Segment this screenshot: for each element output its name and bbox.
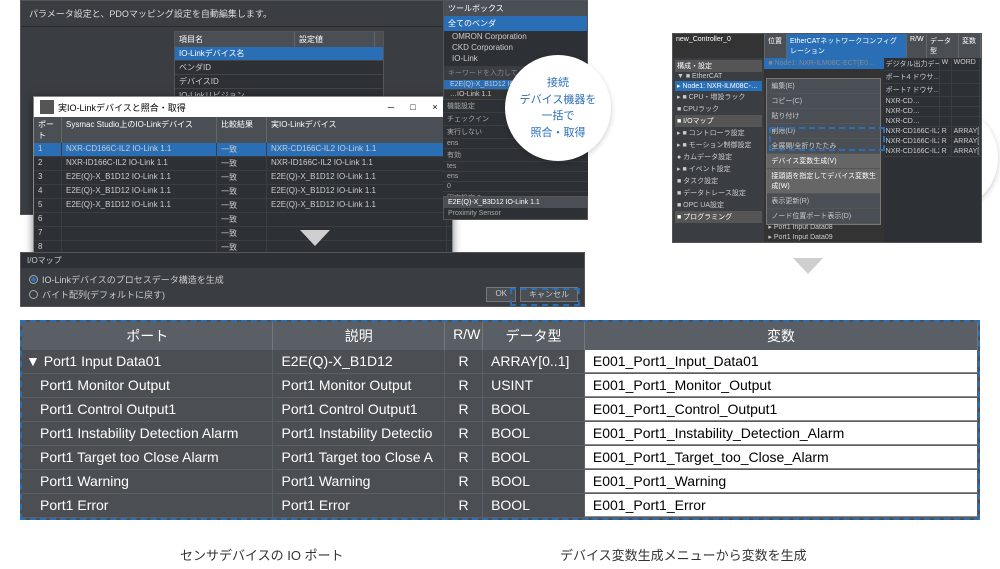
menu-item[interactable]: 編集(E) (767, 79, 880, 94)
settings-row[interactable]: ベンダID (175, 61, 383, 75)
ok-button[interactable]: OK (486, 287, 516, 302)
tree-node[interactable]: ▸ ■ モーション制御設定 (675, 139, 762, 151)
port-label[interactable]: ▸ Port1 Input Data10 (766, 242, 881, 243)
arrow-down-icon (793, 258, 823, 274)
col-value: 設定値 (295, 32, 375, 47)
device-row[interactable]: 1NXR-CD166C-IL2 IO-Link 1.1一致NXR-CD166C-… (34, 143, 452, 157)
controller-combo[interactable]: new_Controller_0 (673, 34, 765, 58)
table-row[interactable]: Port1 ErrorPort1 ErrorRBOOLE001_Port1_Er… (22, 494, 978, 518)
settings-row[interactable]: デバイスID (175, 75, 383, 89)
vendor-item[interactable]: CKD Corporation (444, 42, 587, 53)
port-label[interactable]: ▸ Port1 Input Data08 (766, 222, 881, 232)
tree-node[interactable]: ▸ ■ コントローラ設定 (675, 127, 762, 139)
caption-left: センサデバイスの IO ポート (180, 545, 344, 564)
io-port-table: ポート 説明 R/W データ型 変数 ▼ Port1 Input Data01E… (20, 320, 980, 520)
caption-right: デバイス変数生成メニューから変数を生成 (560, 545, 807, 564)
menu-item[interactable]: コピー(C) (767, 94, 880, 109)
dialog-grid-header: ポート Sysmac Studio上のIO-Linkデバイス 比較結果 実IO-… (34, 117, 452, 143)
tree-node[interactable]: ● カムデータ設定 (675, 151, 762, 163)
table-row[interactable]: Port1 Target too Close AlarmPort1 Target… (22, 446, 978, 470)
dialog-title: 実IO-Linkデバイスと照合・取得 (58, 101, 186, 114)
table-row[interactable]: Port1 WarningPort1 WarningRBOOLE001_Port… (22, 470, 978, 494)
data-type-column: デジタル出力データWWORDポート4 ドウサ…ポート7 ドウサ…NXR-CD…N… (884, 58, 981, 243)
radio-bytearray[interactable] (29, 290, 38, 299)
item-settings-table: 項目名 設定値 IO-Linkデバイス名ベンダIDデバイスIDIO-Linkリビ… (174, 31, 384, 104)
data-row: NXR-CD166C-IL2RARRAY[0..1]… (884, 147, 981, 157)
tree-node[interactable]: ■ プログラミング (675, 211, 762, 223)
side-item: 0 (443, 182, 588, 192)
menu-item[interactable]: 削除(D) (767, 124, 880, 139)
vendors-header[interactable]: 全てのベンダ (444, 16, 587, 31)
side-item: tes (443, 162, 588, 172)
iomap-title: I/Oマップ (21, 253, 584, 268)
device-row[interactable]: 4E2E(Q)-X_B1D12 IO-Link 1.1一致E2E(Q)-X_B1… (34, 185, 452, 199)
tree-node[interactable]: ■ OPC UA設定 (675, 199, 762, 211)
dialog-titlebar: 実IO-Linkデバイスと照合・取得 ─ □ × (34, 97, 452, 117)
side-item: ens (443, 172, 588, 182)
tree-node[interactable]: ■ CPUラック (675, 103, 762, 115)
tree-node[interactable]: ■ データトレース設定 (675, 187, 762, 199)
toolbox-title: ツールボックス (444, 1, 587, 16)
menu-item[interactable]: 貼り付け (767, 109, 880, 124)
data-row: NXR-CD166C-IL2RARRAY[0..1]… (884, 127, 981, 137)
config-tree-panel: new_Controller_0 位置 EtherCATネットワークコンフィグレ… (672, 33, 982, 243)
col-item: 項目名 (175, 32, 295, 47)
port-label[interactable]: ▸ Port1 Input Data09 (766, 232, 881, 242)
data-row: NXR-CD… (884, 107, 981, 117)
vendor-item[interactable]: OMRON Corporation (444, 31, 587, 42)
device-row[interactable]: 7一致 (34, 227, 452, 241)
tree-mid-area: ■ Node1: NXR-ILM08C-ECT(E0… 編集(E)コピー(C)貼… (764, 58, 883, 243)
th-type: データ型 (483, 322, 585, 350)
tree-node[interactable]: ■ I/Oマップ (675, 115, 762, 127)
maximize-button[interactable]: □ (402, 102, 424, 112)
data-row: ポート4 ドウサ… (884, 71, 981, 84)
context-menu[interactable]: 編集(E)コピー(C)貼り付け削除(D)全展開/全折りたたみデバイス変数生成(V… (766, 78, 881, 225)
th-var: 変数 (585, 322, 978, 350)
arrow-down-icon (300, 230, 330, 246)
tree-node[interactable]: ▼ ■ EtherCAT (675, 72, 762, 81)
device-row[interactable]: 2NXR-ID166C-IL2 IO-Link 1.1一致NXR-ID166C-… (34, 157, 452, 171)
th-port: ポート (22, 322, 273, 350)
minimize-button[interactable]: ─ (380, 102, 402, 112)
app-icon (40, 100, 54, 114)
tree-node[interactable]: ▸ ■ イベント設定 (675, 163, 762, 175)
th-rw: R/W (445, 322, 483, 350)
data-row: NXR-CD… (884, 117, 981, 127)
device-row[interactable]: 3E2E(Q)-X_B1D12 IO-Link 1.1一致E2E(Q)-X_B1… (34, 171, 452, 185)
menu-item[interactable]: 全展開/全折りたたみ (767, 139, 880, 154)
table-row[interactable]: ▼ Port1 Input Data01E2E(Q)-X_B1D12RARRAY… (22, 350, 978, 374)
menu-item[interactable]: デバイス変数生成(V) (767, 154, 880, 169)
iomap-panel: I/Oマップ IO-Linkデバイスのプロセスデータ構造を生成 バイト配列(デフ… (20, 252, 585, 307)
data-row: NXR-CD166C-IL2RARRAY[0..1]… (884, 137, 981, 147)
device-info-box: E2E(Q)-X_B3D12 IO-Link 1.1 Proximity Sen… (443, 196, 588, 220)
table-row[interactable]: Port1 Control Output1Port1 Control Outpu… (22, 398, 978, 422)
tree-node[interactable]: 構成・設定 (675, 60, 762, 72)
callout-collect: 接続 デバイス機器を 一括で 照合・取得 (505, 55, 611, 161)
radio-generate[interactable] (29, 275, 38, 284)
data-row: ポート7 ドウサ… (884, 84, 981, 97)
table-row[interactable]: Port1 Monitor OutputPort1 Monitor Output… (22, 374, 978, 398)
menu-item[interactable]: 表示更新(R) (767, 194, 880, 209)
table-row[interactable]: Port1 Instability Detection AlarmPort1 I… (22, 422, 978, 446)
settings-row[interactable]: IO-Linkデバイス名 (175, 47, 383, 61)
tree-node[interactable]: ▸ Node1: NXR-ILM08C-… (675, 81, 762, 91)
cancel-button[interactable]: キャンセル (520, 287, 578, 302)
tree-node[interactable]: ▸ ■ CPU・増設ラック (675, 91, 762, 103)
menu-item[interactable]: 接頭語を指定してデバイス変数生成(W) (767, 169, 880, 194)
th-desc: 説明 (273, 322, 445, 350)
selected-node-label: ■ Node1: NXR-ILM08C-ECT(E0… (764, 58, 883, 69)
data-row: NXR-CD… (884, 97, 981, 107)
config-tree[interactable]: 構成・設定▼ ■ EtherCAT ▸ Node1: NXR-ILM08C-… … (673, 58, 764, 243)
device-row[interactable]: 5E2E(Q)-X_B1D12 IO-Link 1.1一致E2E(Q)-X_B1… (34, 199, 452, 213)
device-row[interactable]: 6一致 (34, 213, 452, 227)
tree-node[interactable]: ■ タスク設定 (675, 175, 762, 187)
data-row: デジタル出力データWWORD (884, 58, 981, 71)
